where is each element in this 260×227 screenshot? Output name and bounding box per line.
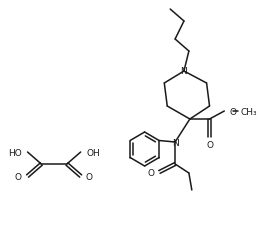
- Text: OH: OH: [87, 148, 100, 157]
- Text: HO: HO: [8, 148, 22, 157]
- Text: O: O: [229, 107, 236, 116]
- Text: O: O: [86, 172, 93, 181]
- Text: O: O: [15, 172, 22, 181]
- Text: O: O: [147, 169, 154, 178]
- Text: O: O: [206, 140, 213, 149]
- Text: CH₃: CH₃: [240, 107, 257, 116]
- Text: N: N: [172, 138, 178, 147]
- Text: N: N: [181, 66, 187, 75]
